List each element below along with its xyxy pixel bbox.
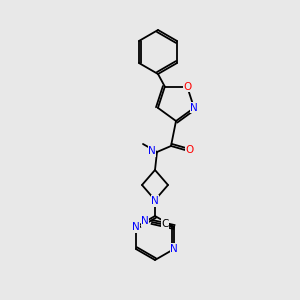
Text: N: N	[132, 222, 140, 232]
Text: O: O	[183, 82, 191, 92]
Text: N: N	[170, 244, 178, 254]
Text: N: N	[190, 103, 198, 113]
Text: N: N	[151, 196, 159, 206]
Text: O: O	[186, 145, 194, 155]
Text: C: C	[161, 219, 169, 229]
Text: N: N	[148, 146, 156, 156]
Text: N: N	[141, 216, 149, 226]
